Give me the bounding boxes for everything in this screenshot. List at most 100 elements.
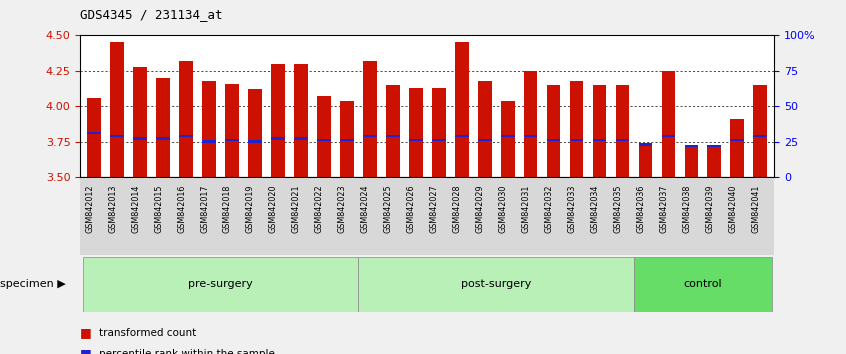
Text: GSM842015: GSM842015	[154, 185, 163, 233]
Bar	[157, 78, 170, 177]
Text: GSM842033: GSM842033	[568, 185, 576, 233]
Text: GSM842029: GSM842029	[475, 185, 485, 234]
Text: GSM842030: GSM842030	[498, 185, 508, 233]
Text: GSM842022: GSM842022	[315, 185, 324, 234]
Bar	[639, 146, 652, 177]
Bar	[707, 146, 722, 177]
Bar	[431, 88, 446, 177]
Bar	[225, 84, 239, 177]
Text: GSM842034: GSM842034	[591, 185, 600, 233]
Bar	[225, 139, 239, 142]
Text: GSM842036: GSM842036	[636, 185, 645, 233]
Bar	[730, 139, 744, 142]
Bar	[202, 81, 216, 177]
Text: specimen ▶: specimen ▶	[0, 279, 66, 289]
Text: GSM842027: GSM842027	[430, 185, 439, 234]
Text: GSM842040: GSM842040	[728, 185, 738, 233]
Bar	[524, 71, 537, 177]
Bar	[363, 61, 376, 177]
Bar	[248, 89, 262, 177]
Text: GSM842012: GSM842012	[85, 185, 94, 233]
Bar	[317, 96, 331, 177]
Bar	[179, 135, 193, 137]
Bar	[707, 144, 722, 147]
Bar	[455, 42, 469, 177]
Bar	[501, 135, 514, 137]
Bar	[501, 101, 514, 177]
Bar	[294, 137, 308, 140]
Text: GSM842024: GSM842024	[360, 185, 370, 233]
Text: GSM842035: GSM842035	[613, 185, 623, 233]
Text: GSM842020: GSM842020	[269, 185, 278, 233]
Bar	[359, 257, 634, 312]
Bar	[294, 64, 308, 177]
Bar	[431, 139, 446, 142]
Bar	[271, 137, 285, 140]
Bar	[317, 139, 331, 142]
Bar	[87, 98, 101, 177]
Text: GSM842041: GSM842041	[751, 185, 761, 233]
Bar	[754, 135, 767, 137]
Bar	[340, 101, 354, 177]
Text: GSM842023: GSM842023	[338, 185, 347, 233]
Bar	[639, 143, 652, 146]
Bar	[83, 257, 359, 312]
Text: percentile rank within the sample: percentile rank within the sample	[99, 349, 275, 354]
Bar	[754, 85, 767, 177]
Bar	[179, 61, 193, 177]
Text: transformed count: transformed count	[99, 328, 196, 338]
Bar	[592, 85, 607, 177]
Text: GSM842031: GSM842031	[522, 185, 530, 233]
Text: GSM842019: GSM842019	[246, 185, 255, 233]
Text: GSM842014: GSM842014	[131, 185, 140, 233]
Bar	[730, 119, 744, 177]
Text: GSM842018: GSM842018	[223, 185, 232, 233]
Text: GSM842017: GSM842017	[200, 185, 209, 233]
Bar	[616, 85, 629, 177]
Bar	[110, 135, 124, 137]
Text: post-surgery: post-surgery	[461, 279, 531, 289]
Text: GSM842028: GSM842028	[453, 185, 462, 233]
Bar	[248, 140, 262, 143]
Text: GSM842038: GSM842038	[683, 185, 691, 233]
Bar	[547, 139, 560, 142]
Bar	[386, 135, 399, 137]
Bar	[634, 257, 772, 312]
Bar	[569, 139, 584, 142]
Bar	[133, 137, 147, 140]
Bar	[455, 135, 469, 137]
Bar	[662, 135, 675, 137]
Bar	[386, 85, 399, 177]
Text: GSM842016: GSM842016	[177, 185, 186, 233]
Bar	[662, 71, 675, 177]
Bar	[684, 144, 698, 147]
Bar	[363, 135, 376, 137]
Text: GSM842037: GSM842037	[659, 185, 668, 233]
Text: GSM842013: GSM842013	[108, 185, 117, 233]
Bar	[524, 135, 537, 137]
Bar	[202, 140, 216, 143]
Bar	[157, 137, 170, 140]
Text: ■: ■	[80, 326, 92, 339]
Text: GSM842025: GSM842025	[384, 185, 393, 234]
Bar	[340, 139, 354, 142]
Bar	[409, 139, 423, 142]
Bar	[478, 139, 492, 142]
Text: control: control	[684, 279, 722, 289]
Text: ■: ■	[80, 348, 92, 354]
Bar	[409, 88, 423, 177]
Text: GSM842021: GSM842021	[292, 185, 301, 233]
Text: GSM842026: GSM842026	[407, 185, 415, 233]
Text: GSM842032: GSM842032	[545, 185, 553, 233]
Bar	[684, 146, 698, 177]
Text: GDS4345 / 231134_at: GDS4345 / 231134_at	[80, 8, 222, 21]
Bar	[87, 132, 101, 135]
Bar	[271, 64, 285, 177]
Bar	[478, 81, 492, 177]
Bar	[110, 42, 124, 177]
Bar	[569, 81, 584, 177]
Bar	[616, 139, 629, 142]
Bar	[547, 85, 560, 177]
Text: GSM842039: GSM842039	[706, 185, 714, 233]
Text: pre-surgery: pre-surgery	[188, 279, 253, 289]
